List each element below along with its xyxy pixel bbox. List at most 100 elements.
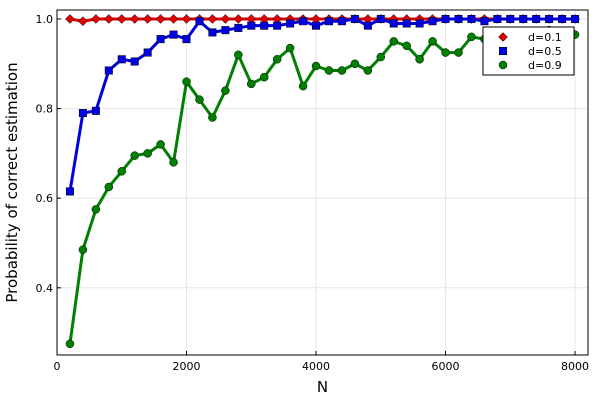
- data-point: [299, 17, 308, 26]
- legend-marker: [499, 47, 507, 55]
- data-point: [155, 14, 166, 24]
- data-point: [65, 339, 75, 349]
- series-d=0.5: [65, 14, 580, 196]
- data-point: [260, 21, 269, 30]
- data-point: [259, 72, 269, 82]
- data-point: [207, 14, 218, 24]
- data-point: [376, 14, 385, 23]
- data-point: [324, 17, 333, 26]
- data-point: [104, 66, 113, 75]
- data-point: [220, 14, 231, 24]
- data-point: [234, 23, 243, 32]
- data-point: [208, 113, 217, 122]
- data-point: [91, 106, 100, 115]
- legend-box: [482, 26, 575, 76]
- data-point: [285, 43, 295, 53]
- data-point: [311, 61, 321, 71]
- legend-item: d=0.1: [498, 31, 562, 44]
- data-point: [130, 57, 139, 66]
- data-point: [363, 66, 373, 75]
- data-point: [221, 86, 230, 95]
- data-point: [78, 16, 88, 27]
- y-tick-label: 0.4: [36, 282, 54, 295]
- data-point: [130, 151, 139, 160]
- legend-label: d=0.1: [528, 31, 562, 44]
- data-point: [104, 182, 114, 192]
- data-point: [350, 59, 360, 69]
- data-point: [337, 17, 346, 26]
- data-point: [571, 14, 580, 23]
- series-line: [68, 28, 576, 345]
- x-tick-label: 2000: [173, 360, 201, 373]
- data-point: [182, 35, 191, 44]
- x-tick-label: 4000: [302, 360, 330, 373]
- data-point: [65, 14, 75, 24]
- data-point: [441, 14, 450, 23]
- data-point: [181, 14, 192, 24]
- data-point: [208, 28, 217, 37]
- data-point: [182, 77, 191, 86]
- x-axis-ticks: 0 2000 4000 6000 8000: [54, 351, 589, 373]
- data-point: [415, 19, 424, 28]
- y-axis-ticks: 0.4 0.6 0.8 1.0: [36, 13, 61, 295]
- data-point: [168, 14, 179, 24]
- data-point: [467, 32, 476, 42]
- x-axis-title: N: [317, 378, 328, 396]
- data-point: [350, 14, 359, 23]
- data-point: [454, 48, 463, 57]
- data-point: [286, 19, 295, 28]
- legend-marker: [498, 60, 508, 70]
- data-point: [156, 140, 165, 149]
- data-point: [273, 21, 282, 30]
- data-point: [428, 17, 437, 26]
- data-point: [506, 14, 515, 23]
- data-point: [65, 187, 74, 196]
- data-point: [103, 14, 114, 24]
- plot-area-frame: [56, 9, 589, 356]
- data-point: [415, 55, 424, 64]
- data-point: [78, 245, 88, 254]
- data-point: [169, 158, 178, 167]
- data-point: [221, 26, 230, 35]
- data-point: [117, 55, 126, 64]
- data-point: [467, 14, 476, 23]
- data-point: [428, 37, 437, 46]
- data-point: [116, 14, 127, 24]
- data-point: [117, 167, 127, 176]
- data-point: [389, 37, 398, 46]
- data-point: [247, 79, 256, 89]
- data-point: [169, 30, 178, 39]
- x-tick-label: 8000: [561, 360, 589, 373]
- series-group: [65, 14, 580, 349]
- data-point: [558, 14, 567, 23]
- y-tick-label: 1.0: [36, 13, 54, 26]
- data-point: [195, 95, 204, 104]
- data-point: [532, 14, 541, 23]
- data-point: [337, 66, 347, 75]
- data-point: [233, 14, 244, 24]
- series-line: [68, 17, 576, 192]
- data-point: [480, 17, 489, 26]
- x-tick-label: 6000: [432, 360, 460, 373]
- data-point: [156, 35, 165, 44]
- data-point: [376, 52, 386, 62]
- data-point: [91, 14, 101, 24]
- y-axis-title: Probability of correct estimation: [3, 62, 21, 302]
- data-point: [298, 81, 308, 91]
- data-point: [195, 17, 204, 26]
- x-tick-label: 0: [54, 360, 61, 373]
- data-point: [454, 14, 463, 23]
- legend-label: d=0.5: [528, 45, 562, 58]
- legend: d=0.1d=0.5d=0.9: [482, 26, 575, 76]
- data-point: [143, 149, 152, 158]
- y-tick-label: 0.8: [36, 103, 54, 116]
- legend-marker: [498, 32, 508, 42]
- data-point: [142, 14, 153, 24]
- data-point: [493, 14, 502, 23]
- data-point: [545, 14, 554, 23]
- data-point: [143, 48, 152, 57]
- data-point: [519, 14, 528, 23]
- data-point: [247, 21, 256, 30]
- data-point: [78, 109, 87, 118]
